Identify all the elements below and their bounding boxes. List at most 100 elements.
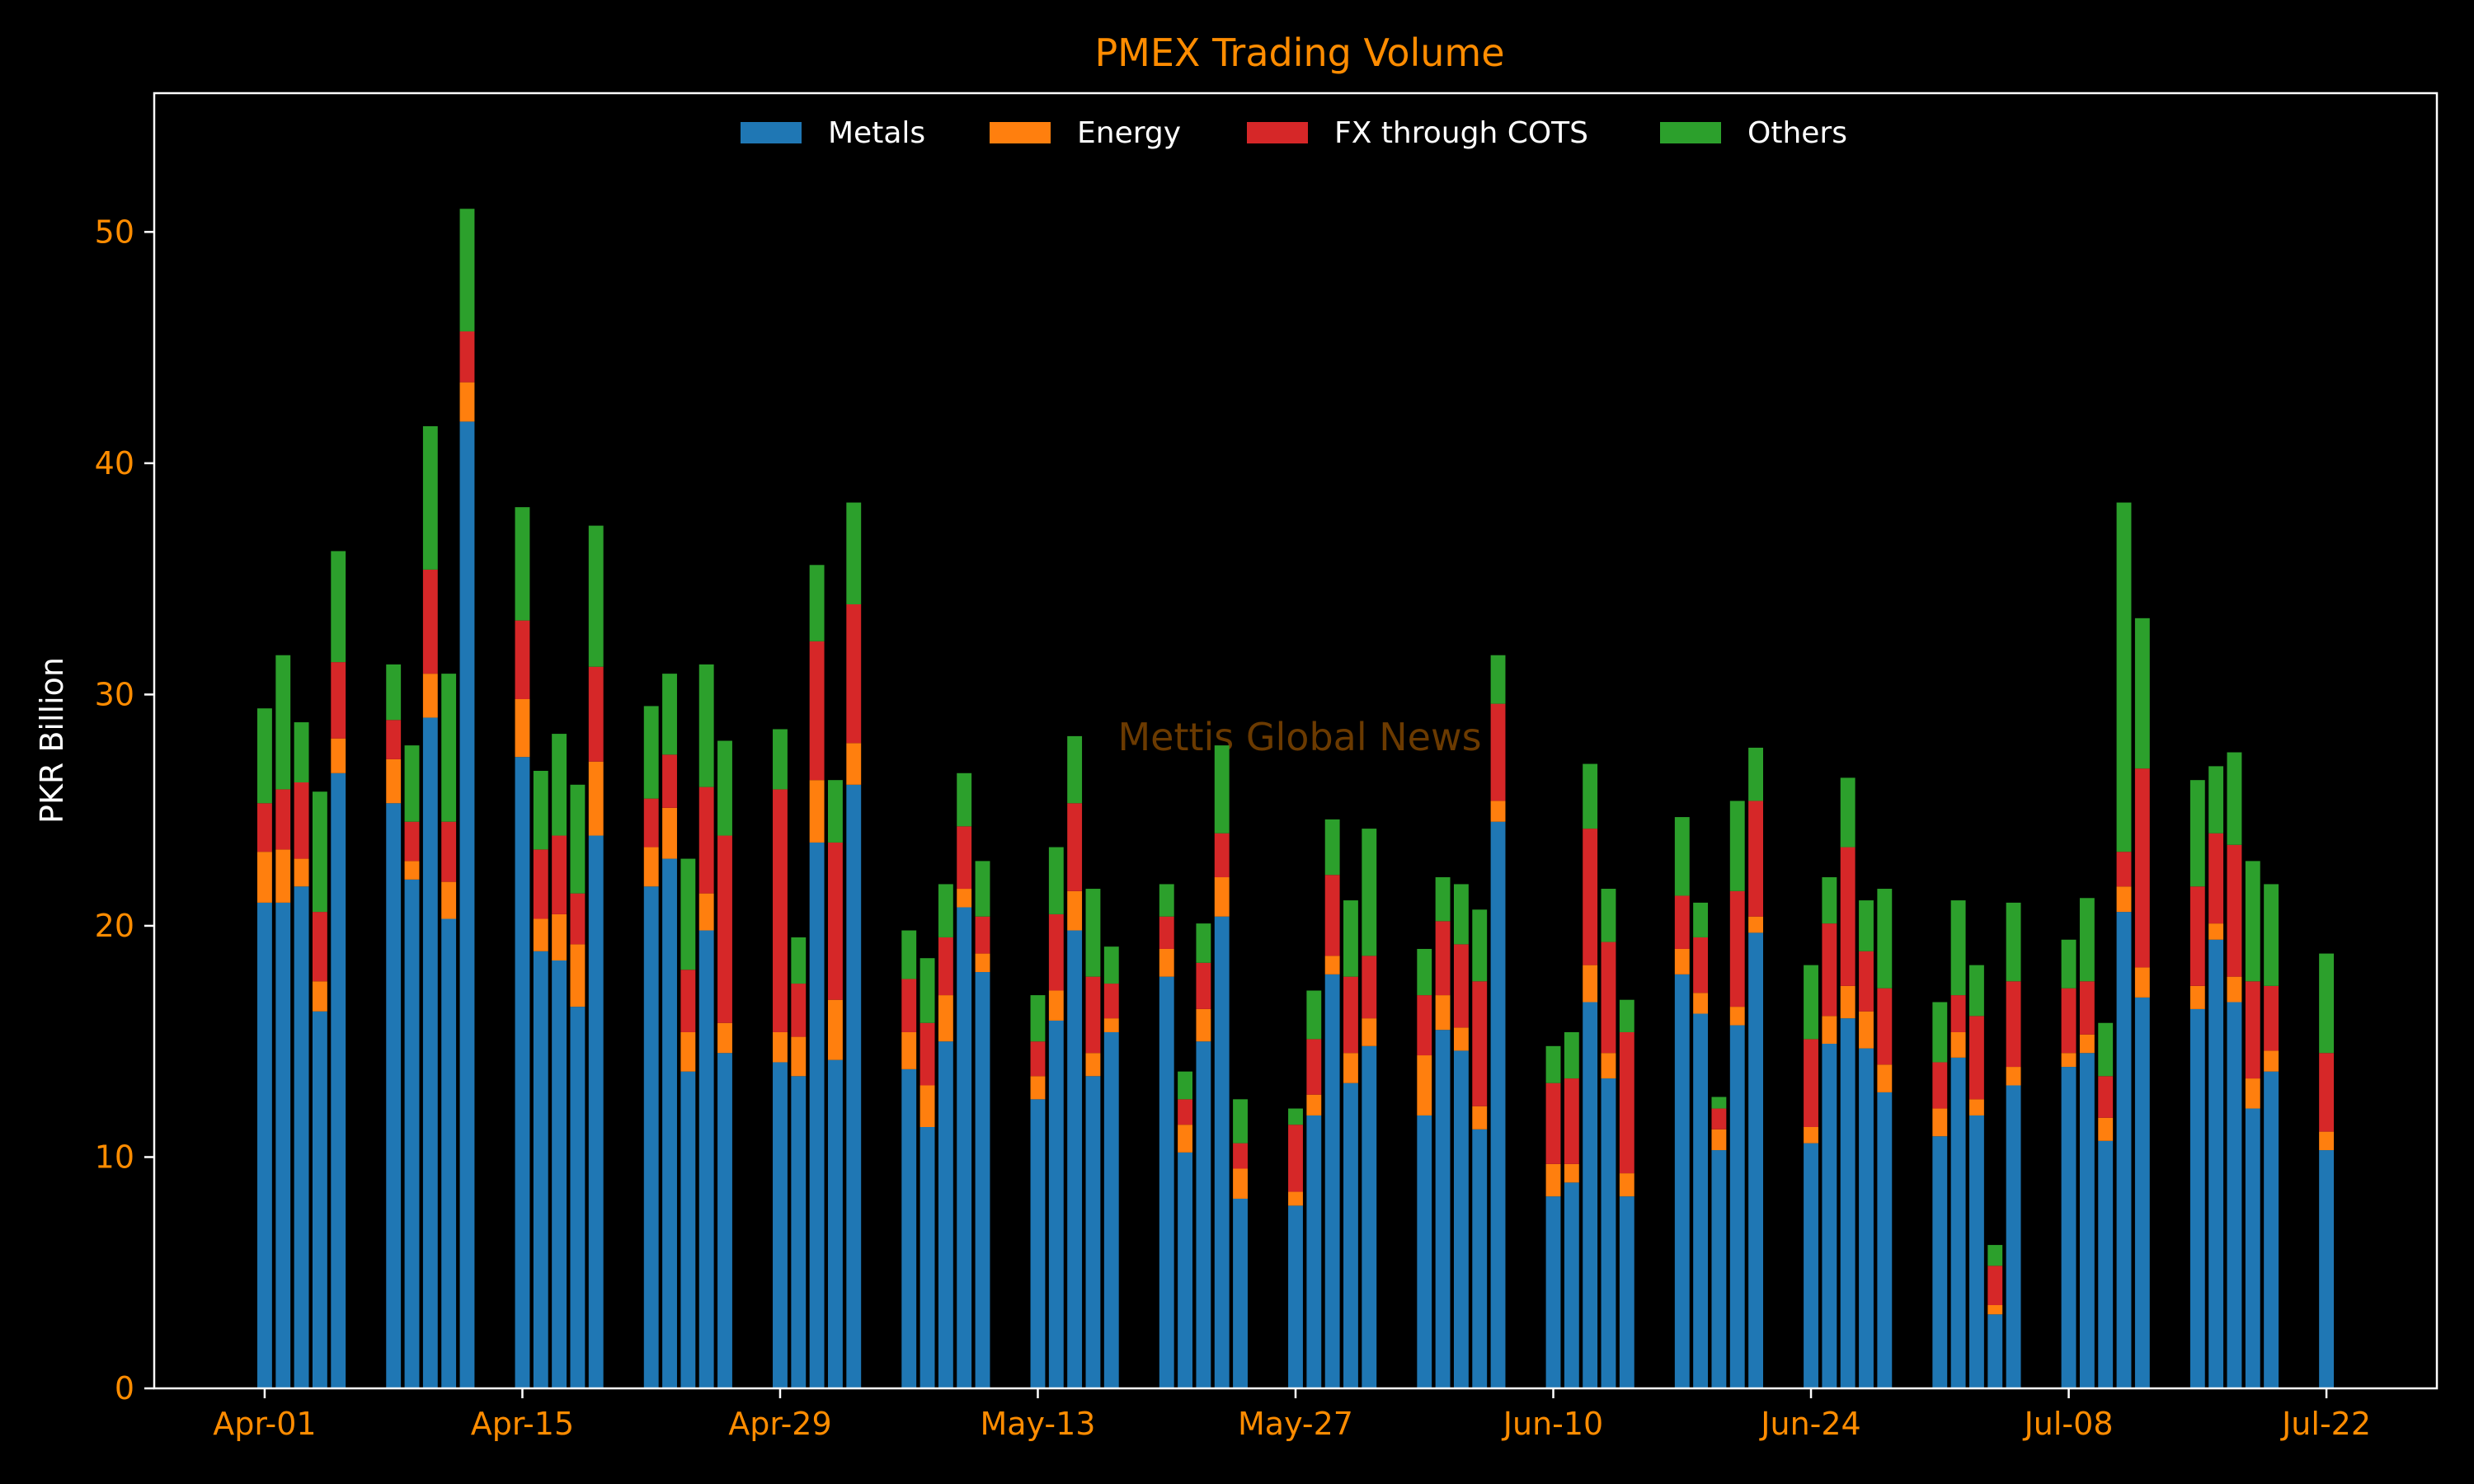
bar-segment (2134, 618, 2150, 769)
bar-segment (1085, 1053, 1101, 1077)
bar-segment (257, 852, 272, 903)
bar-segment (1233, 1168, 1248, 1199)
bar-segment (2264, 884, 2279, 986)
bar-segment (294, 782, 309, 859)
bar-segment (1729, 890, 1745, 1007)
bar-segment (459, 382, 475, 422)
bar-segment (809, 565, 825, 641)
bar-segment (1601, 1078, 1616, 1388)
bar-segment (1601, 889, 1616, 942)
bar-segment (643, 706, 659, 799)
bar-segment (1103, 946, 1119, 984)
bar-segment (1583, 965, 1598, 1003)
bar-segment (588, 666, 604, 762)
bar-segment (1932, 1062, 1948, 1109)
bar-segment (1306, 1115, 1322, 1388)
bar-segment (1748, 932, 1763, 1388)
bar-segment (643, 886, 659, 1388)
bar-segment (1822, 877, 1837, 924)
legend-label: Metals (828, 116, 925, 150)
bar-segment (828, 842, 843, 1000)
bar-segment (1343, 1082, 1358, 1388)
bar-segment (1822, 1044, 1837, 1388)
bar-segment (717, 1053, 732, 1388)
bar-segment (404, 879, 420, 1388)
bar-segment (2227, 976, 2242, 1003)
bar-segment (1693, 993, 1709, 1014)
y-tick-label: 30 (95, 676, 134, 712)
bar-segment (2264, 1050, 2279, 1072)
bar-segment (570, 784, 586, 894)
bar-segment (588, 525, 604, 667)
bar-segment (1343, 976, 1358, 1054)
bar-segment (1619, 1031, 1634, 1174)
bar-segment (1196, 962, 1211, 1009)
bar-segment (1674, 817, 1690, 896)
bar-segment (1950, 995, 1966, 1032)
bar-segment (1822, 923, 1837, 1017)
bar-segment (459, 209, 475, 331)
y-tick-label: 0 (115, 1370, 134, 1407)
bar-segment (2061, 1053, 2077, 1068)
bar-segment (275, 902, 291, 1389)
bar-segment (2079, 1034, 2095, 1054)
bar-segment (515, 699, 530, 758)
bar-segment (294, 858, 309, 887)
bar-segment (1564, 1182, 1579, 1388)
bar-segment (1729, 801, 1745, 891)
bar-segment (1674, 895, 1690, 949)
bar-segment (1583, 763, 1598, 829)
bar-segment (975, 916, 990, 954)
legend-label: Others (1747, 116, 1847, 150)
bar-segment (1288, 1205, 1303, 1388)
bar-segment (1030, 1099, 1046, 1388)
bar-segment (441, 674, 457, 822)
bar-segment (1435, 1030, 1451, 1388)
bar-segment (1362, 1018, 1377, 1046)
bar-segment (846, 743, 862, 785)
bar-segment (570, 893, 586, 945)
bar-segment (2208, 939, 2224, 1388)
bar-segment (975, 972, 990, 1388)
bar-segment (2227, 752, 2242, 845)
bar-segment (1987, 1314, 2003, 1388)
bar-segment (2098, 1117, 2114, 1141)
x-tick-label: Jul-08 (2023, 1406, 2114, 1442)
bar-segment (1877, 1064, 1893, 1092)
bar-segment (515, 620, 530, 699)
bar-segment (809, 780, 825, 843)
bar-segment (1435, 877, 1451, 922)
bar-segment (1877, 889, 1893, 989)
bar-segment (459, 331, 475, 383)
bar-segment (1288, 1108, 1303, 1125)
bar-segment (1601, 942, 1616, 1054)
bar-segment (275, 849, 291, 903)
bar-segment (2116, 886, 2132, 913)
bar-segment (1490, 821, 1506, 1388)
bar-segment (1214, 877, 1230, 917)
bar-segment (2245, 1108, 2260, 1388)
series-energy (257, 382, 2334, 1315)
bar-segment (680, 1071, 696, 1388)
bar-segment (1564, 1163, 1579, 1183)
bar-segment (2079, 981, 2095, 1035)
bar-segment (275, 655, 291, 790)
bar-segment (2098, 1022, 2114, 1077)
bar-segment (1103, 984, 1119, 1019)
bar-segment (920, 958, 935, 1023)
bar-segment (791, 1076, 807, 1388)
bar-segment (773, 789, 788, 1032)
bar-segment (1619, 1173, 1634, 1197)
bar-segment (2116, 852, 2132, 887)
bar-segment (331, 738, 346, 773)
bar-segment (1950, 1057, 1966, 1388)
bar-segment (1159, 916, 1174, 949)
bar-segment (1417, 1115, 1432, 1388)
bar-segment (2227, 844, 2242, 977)
bar-segment (920, 1022, 935, 1086)
bar-segment (1583, 829, 1598, 965)
bar-segment (1306, 1039, 1322, 1095)
bar-segment (828, 999, 843, 1060)
bar-segment (828, 1059, 843, 1388)
